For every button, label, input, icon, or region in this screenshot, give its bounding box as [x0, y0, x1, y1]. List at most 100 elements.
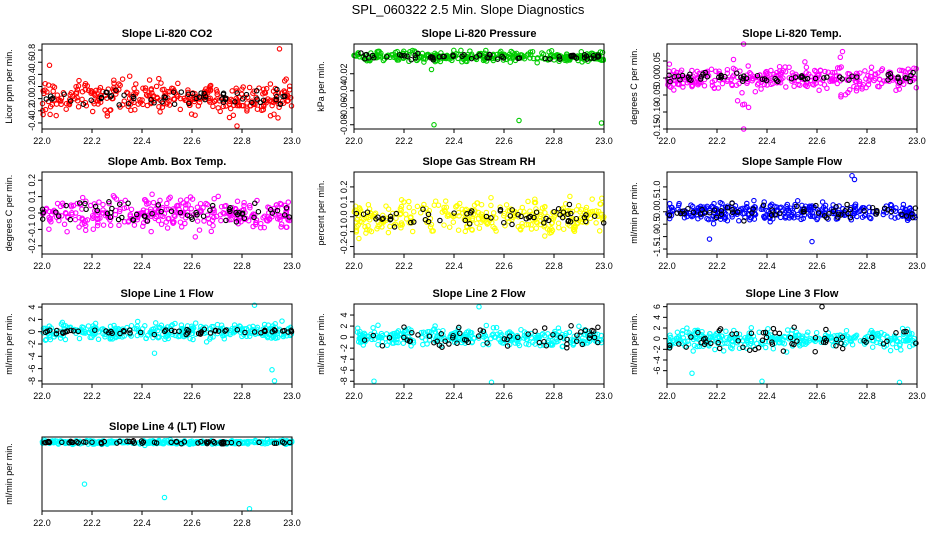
data-point — [542, 233, 548, 239]
x-tick-label: 22.8 — [545, 261, 563, 271]
data-point — [247, 204, 253, 211]
data-point — [107, 336, 113, 342]
data-point — [82, 86, 89, 93]
selected-point — [239, 96, 246, 102]
selected-point — [504, 336, 510, 343]
data-point — [276, 46, 283, 52]
data-point — [729, 345, 735, 352]
y-tick-label: -0.2 — [27, 103, 37, 119]
data-point — [149, 191, 155, 198]
data-points — [40, 302, 295, 384]
data-point — [211, 209, 217, 216]
data-point — [375, 341, 381, 348]
plot-frame — [353, 171, 605, 255]
data-point — [838, 94, 844, 100]
y-tick-label: -0.04 — [339, 80, 349, 101]
selected-point — [846, 77, 852, 83]
x-tick-label: 22.6 — [183, 391, 201, 401]
selected-point — [910, 214, 916, 221]
data-point — [867, 73, 874, 80]
data-point — [99, 438, 106, 445]
selected-point — [462, 217, 469, 224]
data-point — [894, 338, 901, 345]
plot-frame — [41, 303, 293, 385]
selected-point — [761, 76, 768, 82]
data-point — [79, 221, 85, 227]
data-point — [876, 76, 883, 82]
selected-point — [501, 219, 507, 226]
data-point — [379, 224, 385, 230]
x-tick-label: 22.4 — [445, 136, 463, 146]
selected-point — [148, 97, 154, 103]
selected-point — [274, 86, 280, 93]
selected-point — [415, 332, 421, 338]
data-point — [782, 69, 789, 75]
selected-point — [869, 334, 875, 341]
data-point — [187, 440, 193, 447]
data-point — [528, 226, 535, 232]
data-point — [573, 207, 580, 213]
data-point — [94, 216, 101, 223]
selected-point — [207, 330, 214, 336]
x-tick-label: 23.0 — [283, 518, 301, 528]
data-point — [278, 201, 285, 208]
selected-point — [456, 324, 462, 331]
selected-point — [794, 338, 800, 344]
y-tick-label: -0.2 — [339, 239, 349, 255]
y-axis-label: ml/min per min. — [4, 443, 14, 505]
data-point — [689, 370, 695, 377]
selected-point — [567, 218, 574, 225]
x-tick-label: 23.0 — [595, 391, 613, 401]
data-point — [231, 322, 238, 328]
data-point — [813, 329, 820, 336]
data-point — [676, 200, 682, 207]
selected-point — [735, 338, 741, 344]
data-point — [279, 318, 285, 324]
y-axis-label: kPa per min. — [316, 61, 326, 112]
selected-point — [412, 52, 418, 59]
selected-point — [910, 69, 916, 76]
selected-point — [257, 99, 264, 106]
selected-point — [171, 101, 178, 107]
data-point — [82, 80, 89, 87]
data-point — [419, 334, 425, 340]
data-point — [490, 325, 497, 331]
data-point — [784, 327, 791, 333]
data-point — [666, 61, 673, 67]
data-point — [828, 334, 834, 340]
data-point — [776, 336, 783, 343]
selected-point — [43, 96, 50, 102]
data-point — [360, 342, 367, 348]
selected-point — [713, 214, 720, 221]
selected-point — [63, 202, 69, 209]
data-point — [54, 200, 61, 207]
data-point — [722, 340, 728, 346]
selected-point — [210, 438, 217, 445]
data-point — [481, 334, 487, 340]
data-point — [896, 86, 903, 92]
data-point — [431, 326, 437, 332]
data-point — [354, 325, 361, 331]
x-tick-label: 22.6 — [495, 261, 513, 271]
data-point — [75, 104, 82, 110]
plot-title: Slope Gas Stream RH — [422, 156, 535, 168]
data-point — [156, 75, 162, 82]
data-point — [567, 193, 573, 200]
y-tick-label: 0.0 — [652, 205, 662, 218]
data-point — [424, 341, 430, 347]
selected-point — [454, 340, 460, 346]
selected-point — [679, 208, 686, 214]
data-point — [379, 332, 386, 339]
data-point — [406, 204, 412, 211]
data-point — [280, 100, 287, 106]
selected-point — [551, 208, 557, 215]
selected-point — [380, 215, 386, 222]
selected-point — [675, 73, 682, 79]
selected-point — [722, 73, 728, 80]
plot-title: Slope Li-820 Temp. — [742, 28, 841, 40]
selected-point — [126, 438, 133, 445]
selected-point — [239, 210, 246, 216]
selected-point — [674, 210, 680, 216]
data-point — [229, 326, 235, 332]
selected-point — [234, 327, 241, 333]
